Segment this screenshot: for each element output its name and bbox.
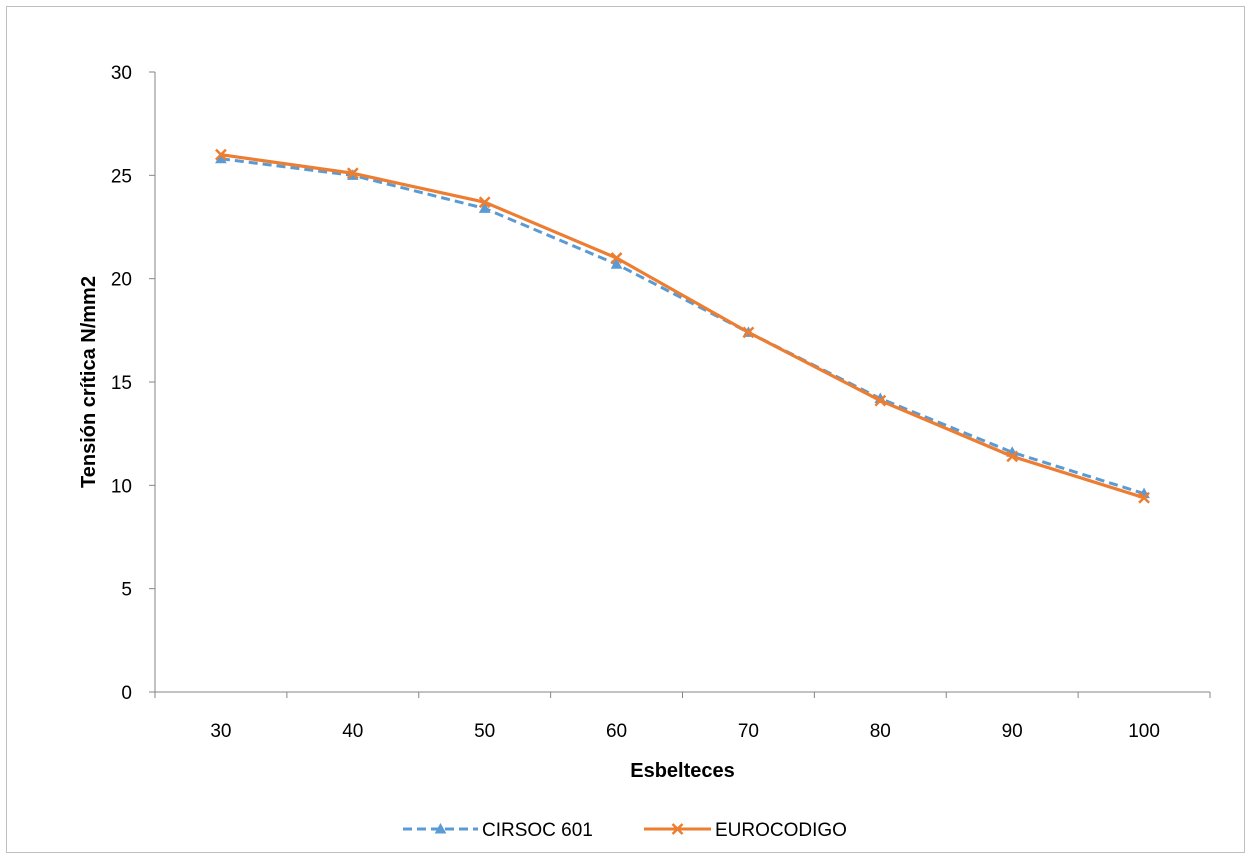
series-line [220, 157, 1145, 496]
data-point [478, 196, 491, 209]
data-point [215, 148, 227, 161]
y-tick-label: 20 [111, 270, 132, 291]
data-point [874, 394, 887, 407]
axes [154, 72, 1210, 693]
y-tick-label: 25 [111, 166, 132, 187]
y-ticks: 0 5 10 15 20 25 30 [111, 63, 155, 704]
chart-frame [6, 6, 1245, 853]
legend: CIRSOC 601 EUROCODIGO [403, 820, 847, 841]
y-tick-label: 15 [111, 373, 132, 394]
legend-item: CIRSOC 601 [403, 820, 593, 841]
x-tick-label: 80 [870, 721, 891, 742]
series-layer [215, 148, 1150, 504]
x-tick-label: 100 [1128, 721, 1160, 742]
x-tick-label: 50 [474, 721, 495, 742]
series-1 [215, 148, 1150, 504]
x-tick-label: 90 [1002, 721, 1023, 742]
legend-marker [434, 822, 447, 834]
legend-label: CIRSOC 601 [482, 820, 593, 841]
data-point [610, 258, 623, 269]
data-point [1006, 450, 1019, 463]
data-point [742, 326, 755, 339]
y-tick-label: 5 [121, 580, 132, 601]
y-tick-label: 10 [111, 476, 132, 497]
y-axis-title: Tensión crítica N/mm2 [78, 276, 100, 488]
series-0 [215, 152, 1150, 499]
y-tick-label: 30 [111, 63, 132, 84]
y-tick-label: 0 [121, 683, 132, 704]
x-tick-label: 30 [210, 721, 231, 742]
legend-item: EUROCODIGO [644, 820, 847, 841]
legend-marker [671, 823, 684, 835]
data-point [346, 167, 359, 180]
x-tick-label: 40 [342, 721, 363, 742]
x-tick-label: 70 [738, 721, 759, 742]
legend-label: EUROCODIGO [715, 820, 847, 841]
x-ticks: 30 40 50 60 70 80 90 100 [154, 692, 1211, 742]
data-point [1138, 491, 1150, 504]
series-line [220, 153, 1145, 500]
x-axis-title: Esbelteces [630, 760, 735, 782]
data-point [478, 202, 491, 213]
x-tick-label: 60 [606, 721, 627, 742]
data-point [610, 252, 623, 264]
